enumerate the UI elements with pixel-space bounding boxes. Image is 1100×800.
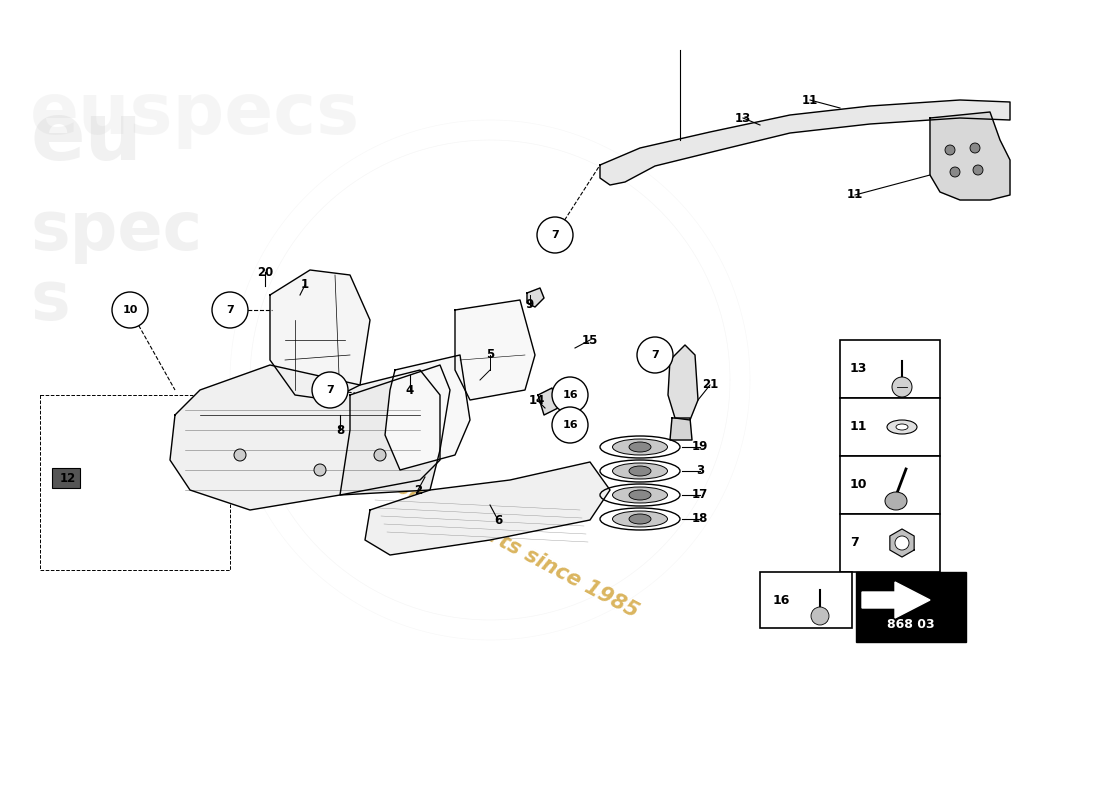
Circle shape: [950, 167, 960, 177]
Ellipse shape: [629, 514, 651, 524]
Ellipse shape: [886, 492, 907, 510]
Text: 1: 1: [301, 278, 309, 291]
Text: 12: 12: [59, 471, 76, 485]
Polygon shape: [670, 418, 692, 440]
Text: 9: 9: [526, 298, 535, 311]
Circle shape: [537, 217, 573, 253]
Polygon shape: [538, 388, 558, 415]
Circle shape: [895, 536, 909, 550]
Text: 15: 15: [582, 334, 598, 346]
Ellipse shape: [613, 463, 668, 479]
Text: eu: eu: [30, 99, 142, 177]
Bar: [840, 340, 940, 398]
Text: 16: 16: [562, 420, 578, 430]
Text: 19: 19: [692, 441, 708, 454]
Text: 17: 17: [692, 489, 708, 502]
Text: 13: 13: [735, 111, 751, 125]
Polygon shape: [890, 529, 914, 557]
Text: 2: 2: [414, 483, 422, 497]
Bar: [840, 456, 940, 514]
Polygon shape: [600, 100, 1010, 185]
Polygon shape: [385, 355, 470, 470]
Bar: [840, 514, 940, 572]
Ellipse shape: [613, 511, 668, 527]
Polygon shape: [527, 288, 544, 307]
Text: 10: 10: [850, 478, 868, 491]
Polygon shape: [340, 365, 450, 495]
Ellipse shape: [629, 490, 651, 500]
Text: 8: 8: [336, 423, 344, 437]
Circle shape: [974, 165, 983, 175]
Polygon shape: [862, 582, 929, 618]
Circle shape: [312, 372, 348, 408]
Polygon shape: [930, 112, 1010, 200]
Bar: [840, 398, 940, 456]
Circle shape: [552, 407, 589, 443]
Bar: [40, 395, 230, 570]
Circle shape: [374, 449, 386, 461]
Ellipse shape: [887, 420, 917, 434]
Text: 11: 11: [847, 189, 864, 202]
Text: 13: 13: [850, 362, 868, 375]
Circle shape: [212, 292, 248, 328]
Text: 7: 7: [227, 305, 234, 315]
Bar: [760, 572, 852, 628]
Text: 21: 21: [702, 378, 718, 391]
Text: 10: 10: [122, 305, 138, 315]
Text: 7: 7: [551, 230, 559, 240]
Circle shape: [552, 377, 589, 413]
Polygon shape: [365, 462, 611, 555]
Circle shape: [892, 377, 912, 397]
Circle shape: [314, 464, 326, 476]
Text: 5: 5: [486, 349, 494, 362]
Text: 11: 11: [850, 421, 868, 434]
Text: 7: 7: [850, 537, 859, 550]
Text: euspecs: euspecs: [30, 80, 360, 149]
Text: 868 03: 868 03: [888, 618, 935, 630]
Circle shape: [945, 145, 955, 155]
Text: 7: 7: [326, 385, 334, 395]
Text: 4: 4: [406, 383, 414, 397]
Ellipse shape: [896, 424, 907, 430]
Circle shape: [234, 449, 246, 461]
Text: s: s: [30, 268, 69, 334]
Text: 7: 7: [651, 350, 659, 360]
Text: 14: 14: [529, 394, 546, 406]
Polygon shape: [668, 345, 698, 420]
Circle shape: [637, 337, 673, 373]
Text: 11: 11: [802, 94, 818, 106]
Text: 3: 3: [696, 465, 704, 478]
Circle shape: [112, 292, 148, 328]
Polygon shape: [455, 300, 535, 400]
Ellipse shape: [629, 466, 651, 476]
Polygon shape: [170, 365, 440, 510]
Circle shape: [970, 143, 980, 153]
Text: 18: 18: [692, 513, 708, 526]
Text: spec: spec: [30, 198, 202, 264]
Text: a passion for parts since 1985: a passion for parts since 1985: [319, 438, 641, 622]
Ellipse shape: [613, 487, 668, 503]
Text: 16: 16: [562, 390, 578, 400]
Bar: [52, 468, 80, 488]
Bar: [856, 572, 966, 642]
Text: 6: 6: [494, 514, 502, 526]
Text: 16: 16: [773, 594, 791, 606]
Ellipse shape: [613, 439, 668, 455]
Circle shape: [811, 607, 829, 625]
Polygon shape: [270, 270, 370, 400]
Ellipse shape: [629, 442, 651, 452]
Text: 20: 20: [257, 266, 273, 278]
